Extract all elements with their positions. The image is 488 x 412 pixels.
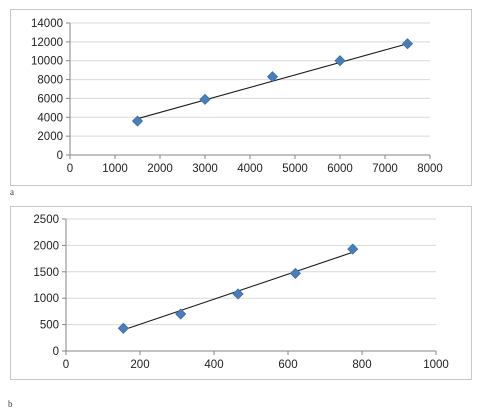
chart-b-y-tick-label: 1500 [33, 267, 59, 279]
chart-a-x-tick-label: 5000 [282, 163, 308, 175]
chart-b-x-tick-label: 800 [352, 359, 371, 371]
chart-a-x-tick-label: 7000 [372, 163, 398, 175]
chart-b: 0 500 1000 1500 2000 2500 0 200 400 600 800 1000 [10, 206, 472, 380]
panel-label-a: a [10, 187, 14, 197]
chart-a-y-tick-label: 10000 [31, 56, 63, 68]
chart-b-y-tick-label: 2500 [33, 214, 59, 226]
chart-a-x-tick-label: 0 [67, 163, 73, 175]
chart-b-x-tick-label: 0 [63, 359, 69, 371]
chart-b-data-point [232, 288, 244, 300]
chart-a-y-tick-label: 4000 [37, 112, 63, 124]
chart-b-x-tick-label: 400 [204, 359, 223, 371]
chart-a-y-tick-label: 8000 [37, 75, 63, 87]
chart-a-data-point [131, 115, 144, 127]
panel-label-b: b [8, 399, 13, 409]
chart-a-y-tick-label: 14000 [31, 18, 63, 30]
chart-a-x-tick-label: 2000 [147, 163, 173, 175]
chart-b-y-tick-label: 1000 [33, 293, 59, 305]
chart-a-x-tick-label: 1000 [102, 163, 128, 175]
chart-a-x-tick-label: 3000 [192, 163, 218, 175]
chart-b-x-tick-label: 600 [278, 359, 297, 371]
chart-a-svg: 0 2000 4000 6000 8000 10000 12000 14000 0 1000 200… [31, 18, 443, 175]
chart-a-data-point [266, 71, 279, 83]
chart-a-x-tick-label: 4000 [237, 163, 263, 175]
chart-a-data-point [401, 38, 414, 50]
chart-a-y-tick-label: 2000 [37, 131, 63, 143]
chart-b-data-point [175, 308, 187, 320]
chart-a-data-point [334, 55, 346, 67]
chart-b-x-tick-label: 200 [130, 359, 149, 371]
chart-b-y-tick-label: 0 [53, 346, 59, 358]
chart-b-data-point [289, 267, 301, 279]
chart-a-x-tick-label: 6000 [327, 163, 353, 175]
chart-a-y-tick-label: 0 [57, 150, 63, 162]
chart-a-x-tick-label: 8000 [417, 163, 443, 175]
chart-a: 0 2000 4000 6000 8000 10000 12000 14000 0 1000 200… [10, 9, 472, 186]
chart-b-y-tick-label: 2000 [33, 240, 59, 252]
chart-b-svg: 0 500 1000 1500 2000 2500 0 200 400 600 800 1000 [33, 214, 449, 371]
chart-a-y-tick-label: 12000 [31, 37, 63, 49]
chart-b-y-tick-label: 500 [40, 320, 59, 332]
chart-b-data-point [347, 243, 359, 255]
chart-a-data-point [199, 93, 211, 105]
chart-b-x-tick-label: 1000 [423, 359, 449, 371]
chart-a-y-tick-label: 6000 [37, 93, 63, 105]
chart-b-data-point [117, 322, 129, 334]
